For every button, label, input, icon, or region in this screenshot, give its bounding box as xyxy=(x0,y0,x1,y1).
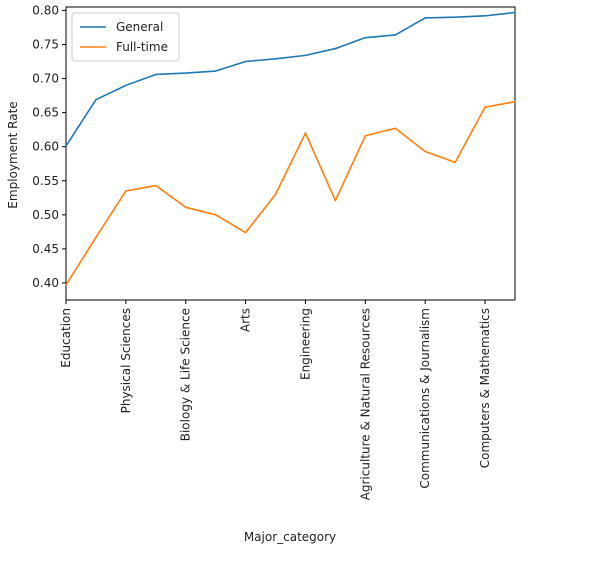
x-tick-label: Agriculture & Natural Resources xyxy=(358,308,372,500)
data-point-general xyxy=(334,47,337,50)
data-point-general xyxy=(214,70,217,72)
data-point-full-time xyxy=(484,106,486,108)
data-point-general xyxy=(514,11,516,14)
data-point-general xyxy=(394,34,397,36)
plot-area xyxy=(65,6,516,301)
x-tick-label: Computers & Mathematics xyxy=(478,308,492,468)
x-tick-label: Biology & Life Science xyxy=(179,308,193,441)
data-point-general xyxy=(304,54,307,57)
y-tick-label: 0.60 xyxy=(32,140,59,154)
data-point-general xyxy=(484,15,486,17)
data-point-full-time xyxy=(214,214,217,216)
data-point-full-time xyxy=(424,150,427,153)
legend-label-full-time: Full-time xyxy=(116,40,168,54)
data-point-general xyxy=(244,60,247,63)
data-point-full-time xyxy=(274,193,277,196)
x-axis: Education Physical Sciences Biology & Life… xyxy=(59,300,492,500)
data-point-full-time xyxy=(65,284,67,286)
y-tick-label: 0.50 xyxy=(32,208,59,222)
x-tick-label: Engineering xyxy=(298,308,312,380)
data-point-full-time xyxy=(244,231,247,234)
y-tick-label: 0.75 xyxy=(32,37,59,51)
data-point-full-time xyxy=(184,206,187,209)
plot-frame xyxy=(65,6,516,301)
data-point-general xyxy=(125,84,127,87)
y-tick-label: 0.80 xyxy=(32,3,59,17)
data-point-full-time xyxy=(334,199,337,202)
y-tick-label: 0.40 xyxy=(32,276,59,290)
y-axis: 0.40 0.45 0.50 0.55 0.60 0.65 0.70 0.75 0.80 xyxy=(32,3,66,290)
data-point-general xyxy=(95,98,97,101)
data-point-general xyxy=(155,73,157,76)
series-layer xyxy=(65,11,516,286)
data-point-full-time xyxy=(304,132,307,134)
y-tick-label: 0.55 xyxy=(32,174,59,188)
legend-box xyxy=(71,12,180,62)
data-point-general xyxy=(424,17,427,19)
data-point-full-time xyxy=(95,236,97,239)
x-tick-label: Communications & Journalism xyxy=(418,308,432,489)
x-axis-label: Major_category xyxy=(244,530,336,544)
x-tick-label: Education xyxy=(59,308,73,368)
data-point-general xyxy=(274,57,277,60)
data-point-general xyxy=(184,72,187,74)
series-line-general xyxy=(65,11,516,147)
data-point-full-time xyxy=(394,127,397,130)
legend-label-general: General xyxy=(116,20,163,34)
x-tick-label: Physical Sciences xyxy=(119,308,133,413)
x-tick-label: Arts xyxy=(239,308,253,332)
data-point-general xyxy=(454,16,456,19)
y-tick-label: 0.70 xyxy=(32,72,59,86)
y-tick-label: 0.65 xyxy=(32,106,59,120)
y-axis-label: Employment Rate xyxy=(6,101,20,208)
data-point-full-time xyxy=(364,134,367,137)
data-point-full-time xyxy=(125,190,127,192)
legend: General Full-time xyxy=(71,12,180,62)
data-point-full-time xyxy=(454,161,456,164)
data-point-full-time xyxy=(514,100,516,103)
y-tick-label: 0.45 xyxy=(32,242,59,256)
series-line-full-time xyxy=(65,100,516,286)
data-point-full-time xyxy=(155,184,157,187)
data-point-general xyxy=(364,36,367,39)
